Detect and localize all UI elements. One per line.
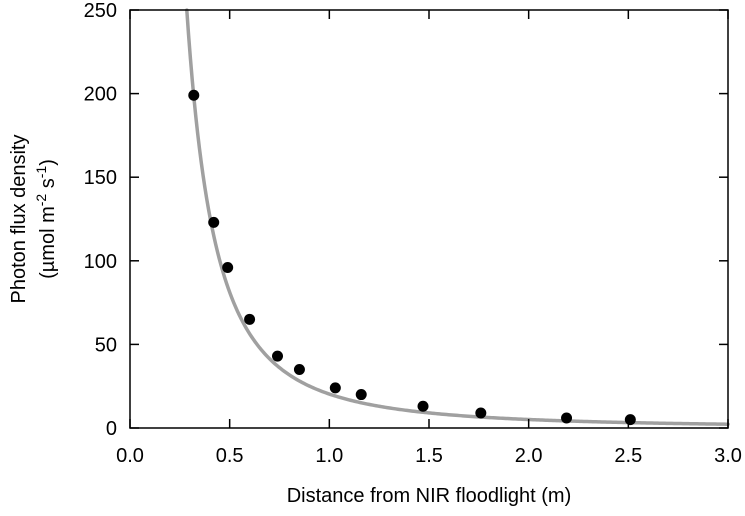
data-point — [244, 313, 256, 325]
x-tick-label: 3.0 — [714, 445, 742, 467]
x-tick-label: 2.5 — [614, 445, 642, 467]
x-axis-title: Distance from NIR floodlight (m) — [287, 485, 572, 507]
data-point — [624, 414, 636, 426]
y-tick-label: 50 — [95, 334, 117, 356]
data-point — [272, 350, 284, 362]
plot-frame — [129, 9, 729, 429]
y-axis-title: Photon flux density (µmol m-2 s-1) — [8, 135, 59, 304]
data-point — [329, 382, 341, 394]
data-point — [355, 389, 367, 401]
y-axis-unit-middle: s — [37, 178, 59, 194]
y-axis-unit-exponent-2: -1 — [33, 166, 49, 179]
y-tick-label: 150 — [84, 167, 117, 189]
x-tick-label: 1.0 — [315, 445, 343, 467]
y-tick-label: 0 — [106, 418, 117, 440]
data-point — [561, 412, 573, 424]
x-tick-label: 1.5 — [415, 445, 443, 467]
x-tick-label: 0.5 — [216, 445, 244, 467]
y-axis-title-line1: Photon flux density — [8, 135, 30, 304]
data-point — [222, 261, 234, 273]
y-axis-unit-prefix: (µmol m — [37, 206, 59, 279]
data-point — [188, 89, 200, 101]
y-axis-unit-exponent-1: -2 — [33, 194, 49, 207]
data-point — [475, 407, 487, 419]
data-point — [208, 216, 220, 228]
y-axis-unit-suffix: ) — [37, 159, 59, 166]
y-tick-label: 100 — [84, 251, 117, 273]
data-point — [417, 400, 429, 412]
y-tick-label: 200 — [84, 84, 117, 106]
x-tick-label: 0.0 — [116, 445, 144, 467]
y-axis-title-line2: (µmol m-2 s-1) — [33, 159, 59, 279]
y-tick-label: 250 — [84, 0, 117, 22]
fit-curve-line — [185, 8, 730, 426]
x-tick-label: 2.0 — [515, 445, 543, 467]
data-point — [293, 363, 305, 375]
